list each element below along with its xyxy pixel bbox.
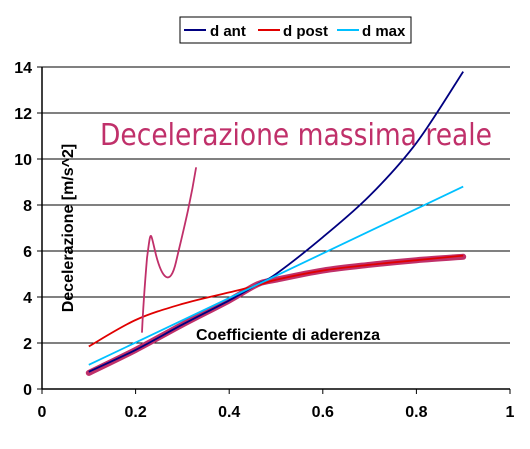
annotation-layer xyxy=(141,167,197,333)
y-tick-label-4: 4 xyxy=(23,290,32,307)
y-tick-label-10: 10 xyxy=(14,152,32,169)
x-tick-label-0.6: 0.6 xyxy=(312,404,334,421)
axes xyxy=(37,66,511,394)
series-layer xyxy=(85,71,467,376)
grid-lines xyxy=(42,66,510,344)
legend: d ant d post d max xyxy=(179,16,412,44)
legend-label-d-max: d max xyxy=(362,23,406,40)
y-axis-title: Decelerazione [m/s^2] xyxy=(60,144,77,313)
annotation-text: Decelerazione massima reale xyxy=(100,118,492,153)
legend-label-d-post: d post xyxy=(283,23,328,40)
series-line-d-max xyxy=(88,185,464,366)
annotation-pointer xyxy=(141,167,197,333)
x-tick-label-1: 1 xyxy=(506,404,515,421)
legend-box xyxy=(179,16,412,44)
x-tick-label-0: 0 xyxy=(38,404,47,421)
legend-label-d-ant: d ant xyxy=(210,23,246,40)
y-tick-label-0: 0 xyxy=(23,382,32,399)
series-line-d-post xyxy=(88,254,464,348)
y-tick-label-8: 8 xyxy=(23,198,32,215)
x-tick-label-0.8: 0.8 xyxy=(405,404,427,421)
y-tick-label-2: 2 xyxy=(23,336,32,353)
tick-labels: 0 2 4 6 8 10 12 14 0 0.2 0.4 0.6 0.8 1 xyxy=(14,60,514,421)
x-tick-label-0.2: 0.2 xyxy=(124,404,146,421)
y-tick-label-14: 14 xyxy=(14,60,32,77)
y-tick-label-6: 6 xyxy=(23,244,32,261)
y-tick-label-12: 12 xyxy=(14,106,32,123)
x-tick-label-0.4: 0.4 xyxy=(218,404,240,421)
x-axis-title: Coefficiente di aderenza xyxy=(196,327,380,344)
